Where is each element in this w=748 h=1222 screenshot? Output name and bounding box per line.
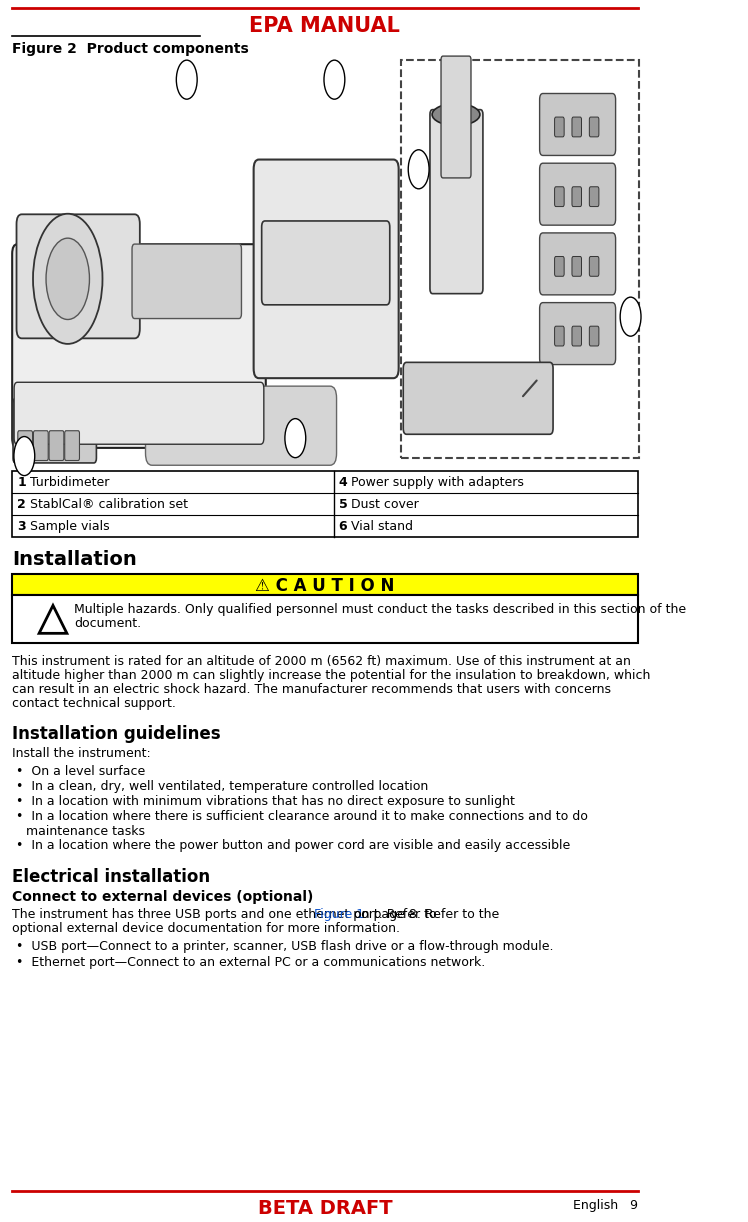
Text: 2: 2 [331, 75, 338, 84]
Text: ⚠ C A U T I O N: ⚠ C A U T I O N [255, 577, 394, 595]
Text: 2: 2 [17, 497, 26, 511]
Circle shape [620, 297, 641, 336]
FancyBboxPatch shape [14, 382, 264, 445]
Text: altitude higher than 2000 m can slightly increase the potential for the insulati: altitude higher than 2000 m can slightly… [12, 670, 651, 682]
Text: Figure 2  Product components: Figure 2 Product components [12, 42, 249, 56]
Text: Turbidimeter: Turbidimeter [29, 477, 109, 489]
FancyBboxPatch shape [572, 257, 581, 276]
FancyBboxPatch shape [34, 430, 48, 461]
Circle shape [324, 60, 345, 99]
Text: 4: 4 [339, 477, 348, 489]
Text: Vial stand: Vial stand [351, 519, 413, 533]
FancyBboxPatch shape [403, 363, 553, 434]
Text: Sample vials: Sample vials [29, 519, 109, 533]
Text: •  On a level surface: • On a level surface [16, 765, 145, 777]
Text: maintenance tasks: maintenance tasks [26, 825, 145, 837]
FancyBboxPatch shape [539, 233, 616, 295]
Circle shape [33, 214, 102, 343]
Ellipse shape [432, 104, 480, 126]
FancyBboxPatch shape [12, 244, 266, 448]
Text: StablCal® calibration set: StablCal® calibration set [29, 497, 188, 511]
Text: 6: 6 [21, 451, 28, 461]
Bar [401, 60, 640, 458]
FancyBboxPatch shape [539, 94, 616, 155]
Text: document.: document. [74, 617, 141, 631]
Text: English   9: English 9 [572, 1199, 637, 1212]
Text: •  In a location where the power button and power cord are visible and easily ac: • In a location where the power button a… [16, 840, 570, 853]
Text: •  In a location where there is sufficient clearance around it to make connectio: • In a location where there is sufficien… [16, 810, 587, 822]
FancyBboxPatch shape [589, 257, 599, 276]
Text: Installation: Installation [12, 550, 137, 568]
FancyBboxPatch shape [554, 257, 564, 276]
Bar [12, 573, 637, 595]
FancyBboxPatch shape [18, 430, 33, 461]
Text: EPA MANUAL: EPA MANUAL [249, 16, 400, 35]
Circle shape [177, 60, 197, 99]
Circle shape [14, 436, 34, 475]
Text: !: ! [49, 615, 56, 628]
FancyBboxPatch shape [132, 244, 242, 319]
Text: can result in an electric shock hazard. The manufacturer recommends that users w: can result in an electric shock hazard. … [12, 683, 611, 697]
FancyBboxPatch shape [572, 187, 581, 207]
Circle shape [285, 419, 306, 458]
FancyBboxPatch shape [13, 398, 96, 463]
Bar [12, 595, 637, 643]
Text: •  Ethernet port—Connect to an external PC or a communications network.: • Ethernet port—Connect to an external P… [16, 956, 485, 969]
Text: This instrument is rated for an altitude of 2000 m (6562 ft) maximum. Use of thi: This instrument is rated for an altitude… [12, 655, 631, 668]
Text: 4: 4 [627, 312, 634, 321]
Text: Install the instrument:: Install the instrument: [12, 747, 151, 760]
Text: Figure 1: Figure 1 [313, 908, 364, 921]
Text: Connect to external devices (optional): Connect to external devices (optional) [12, 891, 313, 904]
Text: •  In a location with minimum vibrations that has no direct exposure to sunlight: • In a location with minimum vibrations … [16, 794, 515, 808]
Text: 5: 5 [292, 433, 298, 444]
Bar [12, 470, 637, 536]
Text: contact technical support.: contact technical support. [12, 697, 176, 710]
Text: Power supply with adapters: Power supply with adapters [351, 477, 524, 489]
Text: 5: 5 [339, 497, 348, 511]
FancyBboxPatch shape [572, 117, 581, 137]
Text: The instrument has three USB ports and one ethernet port. Refer to: The instrument has three USB ports and o… [12, 908, 441, 921]
Text: Installation guidelines: Installation guidelines [12, 725, 221, 743]
FancyBboxPatch shape [262, 221, 390, 304]
Text: 3: 3 [415, 164, 422, 175]
FancyBboxPatch shape [441, 56, 471, 178]
Text: Multiple hazards. Only qualified personnel must conduct the tasks described in t: Multiple hazards. Only qualified personn… [74, 604, 686, 616]
Polygon shape [39, 605, 67, 633]
Text: on page 8. Refer to the: on page 8. Refer to the [349, 908, 499, 921]
Text: 1: 1 [183, 75, 190, 84]
FancyBboxPatch shape [430, 110, 483, 293]
Text: 3: 3 [17, 519, 26, 533]
FancyBboxPatch shape [589, 187, 599, 207]
Text: BETA DRAFT: BETA DRAFT [257, 1199, 392, 1218]
FancyBboxPatch shape [254, 160, 399, 378]
FancyBboxPatch shape [539, 164, 616, 225]
FancyBboxPatch shape [589, 326, 599, 346]
Text: Dust cover: Dust cover [351, 497, 419, 511]
FancyBboxPatch shape [49, 430, 64, 461]
FancyBboxPatch shape [554, 117, 564, 137]
FancyBboxPatch shape [554, 187, 564, 207]
Text: Electrical installation: Electrical installation [12, 869, 210, 886]
FancyBboxPatch shape [65, 430, 79, 461]
Text: •  In a clean, dry, well ventilated, temperature controlled location: • In a clean, dry, well ventilated, temp… [16, 780, 428, 793]
FancyBboxPatch shape [539, 303, 616, 364]
FancyBboxPatch shape [16, 214, 140, 338]
FancyBboxPatch shape [146, 386, 337, 466]
Text: optional external device documentation for more information.: optional external device documentation f… [12, 923, 400, 935]
FancyBboxPatch shape [589, 117, 599, 137]
Text: •  USB port—Connect to a printer, scanner, USB flash drive or a flow-through mod: • USB port—Connect to a printer, scanner… [16, 940, 553, 953]
Text: 1: 1 [17, 477, 26, 489]
FancyBboxPatch shape [554, 326, 564, 346]
Circle shape [46, 238, 90, 319]
Circle shape [408, 150, 429, 189]
FancyBboxPatch shape [572, 326, 581, 346]
Text: 6: 6 [339, 519, 347, 533]
